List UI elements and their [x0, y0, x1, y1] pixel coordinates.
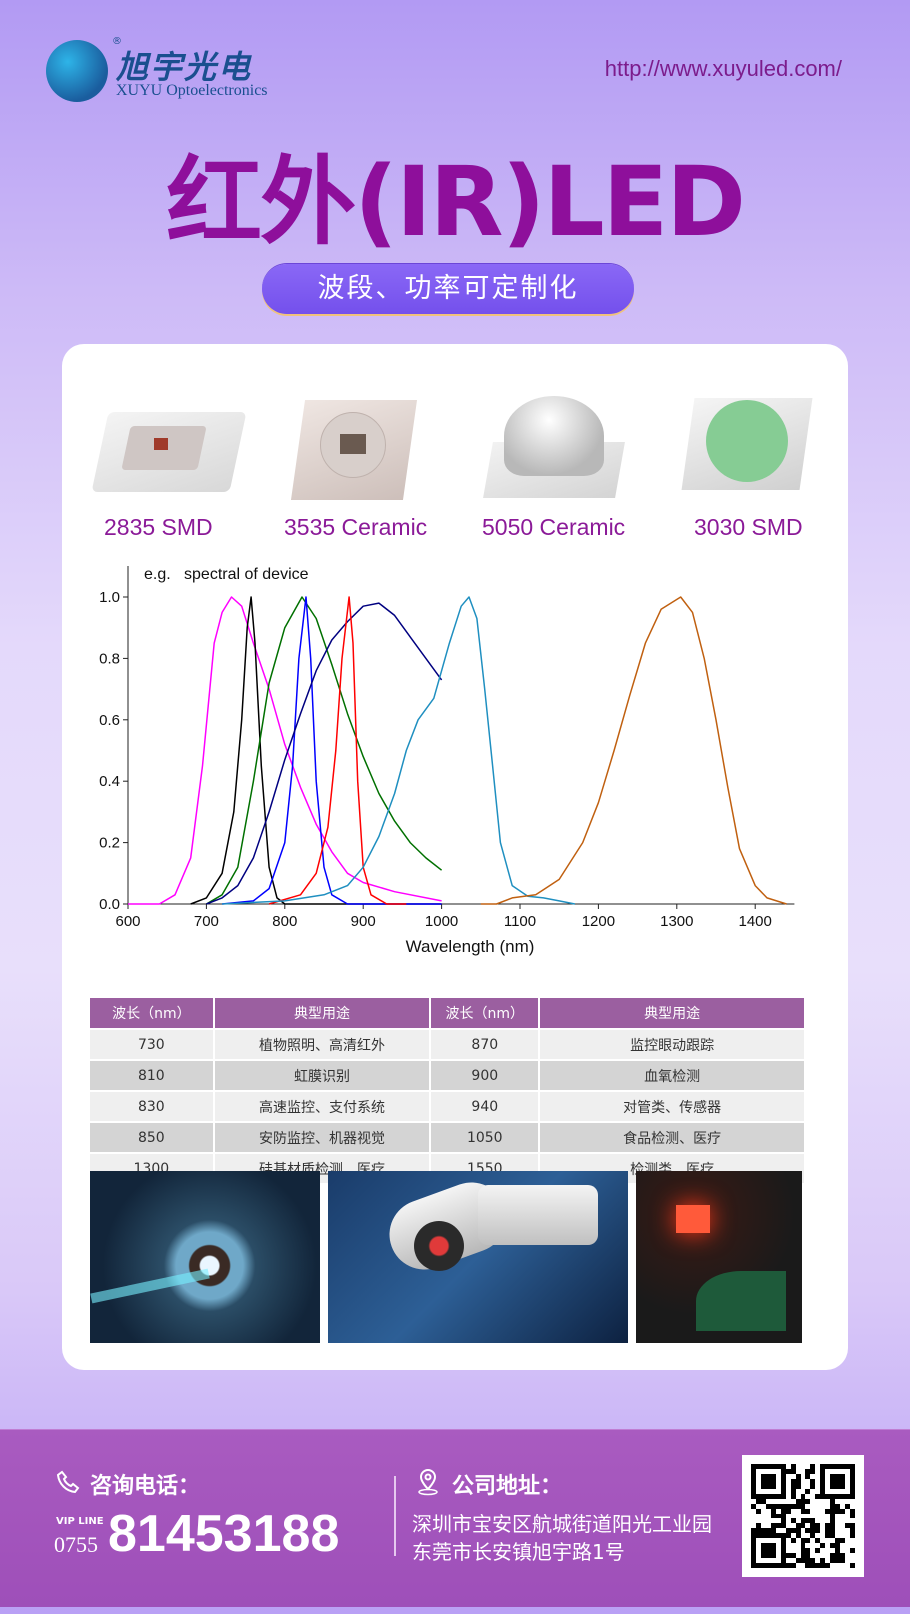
y-tick-label: 0.2 [99, 835, 120, 852]
x-tick-label: 1100 [504, 913, 536, 930]
application-cell: 对管类、传感器 [540, 1092, 804, 1121]
header-application: 典型用途 [214, 998, 430, 1028]
page-title: 红外(IR)LED [166, 146, 746, 258]
address-line-1: 深圳市宝安区航城街道阳光工业园 [412, 1512, 712, 1536]
product-label: 5050 Ceramic [482, 514, 626, 540]
wavelength-cell: 730 [90, 1030, 213, 1059]
y-tick-label: 0.0 [99, 896, 120, 913]
x-tick-label: 600 [115, 913, 140, 930]
x-tick-label: 1200 [582, 913, 615, 930]
website-url[interactable]: http://www.xuyuled.com/ [604, 56, 842, 81]
phone-label: 咨询电话： [90, 1474, 201, 1499]
product-label: 2835 SMD [104, 514, 213, 540]
area-code: 0755 [54, 1532, 98, 1557]
subtitle-badge: 波段、功率可定制化 [262, 264, 634, 314]
application-cell: 植物照明、高清红外 [214, 1030, 430, 1059]
application-cell: 监控眼动跟踪 [540, 1030, 804, 1059]
header-wavelength: 波长（nm） [90, 998, 213, 1028]
spectrum-line-4 [206, 602, 443, 905]
ir-led-board-photo [636, 1171, 802, 1343]
logo-english-name: XUYU Optoelectronics [116, 82, 268, 99]
vip-line-label: VIP LINE [56, 1516, 104, 1527]
wavelength-cell: 1050 [431, 1123, 539, 1152]
wavelength-cell: 830 [90, 1092, 213, 1121]
product-label: 3535 Ceramic [284, 514, 428, 540]
security-camera-photo [328, 1171, 628, 1343]
y-tick-label: 0.4 [99, 773, 120, 790]
wavelength-cell: 870 [431, 1030, 539, 1059]
wavelength-cell: 850 [90, 1123, 213, 1152]
product-3030-image [681, 392, 813, 510]
header-wavelength: 波长（nm） [431, 998, 539, 1028]
product-2835-image [91, 392, 247, 510]
x-tick-label: 900 [351, 913, 376, 930]
spectrum-line-2 [206, 596, 443, 905]
phone-number[interactable]: 81453188 [108, 1505, 340, 1563]
application-cell: 血氧检测 [540, 1061, 804, 1090]
product-label: 3030 SMD [694, 514, 803, 540]
spectrum-line-5 [268, 596, 407, 905]
contact-footer: 咨询电话： VIP LINE 0755 81453188 公司地址： 深圳市宝安… [0, 1429, 910, 1607]
qr-code[interactable] [742, 1455, 864, 1577]
phone-icon [56, 1470, 80, 1494]
company-logo: ® 旭宇光电 XUYU Optoelectronics [46, 36, 296, 104]
wavelength-cell: 900 [431, 1061, 539, 1090]
wavelength-application-table: 波长（nm） 典型用途 波长（nm） 典型用途 730 植物照明、高清红外 870 监… [88, 996, 806, 1185]
location-pin-icon [418, 1468, 438, 1496]
y-tick-label: 0.6 [99, 712, 120, 729]
x-tick-label: 700 [194, 913, 219, 930]
table-row: 810 虹膜识别 900 血氧检测 [90, 1061, 804, 1090]
address-line-2: 东莞市长安镇旭宇路1号 [412, 1540, 625, 1564]
spectral-chart: e.g. spectral of device Wavelength (nm) … [99, 566, 795, 956]
logo-emblem-icon [46, 40, 108, 102]
logo-chinese-name: 旭宇光电 [116, 48, 253, 86]
product-3535-image [290, 392, 418, 510]
application-cell: 食品检测、医疗 [540, 1123, 804, 1152]
application-cell: 安防监控、机器视觉 [214, 1123, 430, 1152]
chart-title: e.g. spectral of device [144, 566, 309, 583]
application-cell: 虹膜识别 [214, 1061, 430, 1090]
wavelength-cell: 810 [90, 1061, 213, 1090]
divider [394, 1476, 396, 1556]
spectrum-line-7 [480, 596, 787, 905]
x-tick-label: 1000 [425, 913, 458, 930]
table-row: 830 高速监控、支付系统 940 对管类、传感器 [90, 1092, 804, 1121]
wavelength-cell: 940 [431, 1092, 539, 1121]
header-application: 典型用途 [540, 998, 804, 1028]
x-tick-label: 1400 [739, 913, 772, 930]
application-cell: 高速监控、支付系统 [214, 1092, 430, 1121]
y-tick-label: 0.8 [99, 650, 120, 667]
spectrum-line-3 [222, 596, 442, 905]
spectrum-line-6 [222, 596, 576, 905]
table-header-row: 波长（nm） 典型用途 波长（nm） 典型用途 [90, 998, 804, 1028]
table-row: 850 安防监控、机器视觉 1050 食品检测、医疗 [90, 1123, 804, 1152]
registered-mark: ® [112, 36, 122, 47]
spectrum-line-1 [190, 596, 442, 905]
eye-iris-photo [90, 1171, 320, 1343]
table-row: 730 植物照明、高清红外 870 监控眼动跟踪 [90, 1030, 804, 1059]
x-tick-label: 800 [272, 913, 297, 930]
product-5050-image [483, 392, 625, 510]
x-tick-label: 1300 [660, 913, 693, 930]
y-tick-label: 1.0 [99, 589, 120, 606]
address-label: 公司地址： [452, 1474, 563, 1499]
spectrum-line-0 [128, 596, 442, 905]
x-axis-label: Wavelength (nm) [406, 937, 535, 956]
